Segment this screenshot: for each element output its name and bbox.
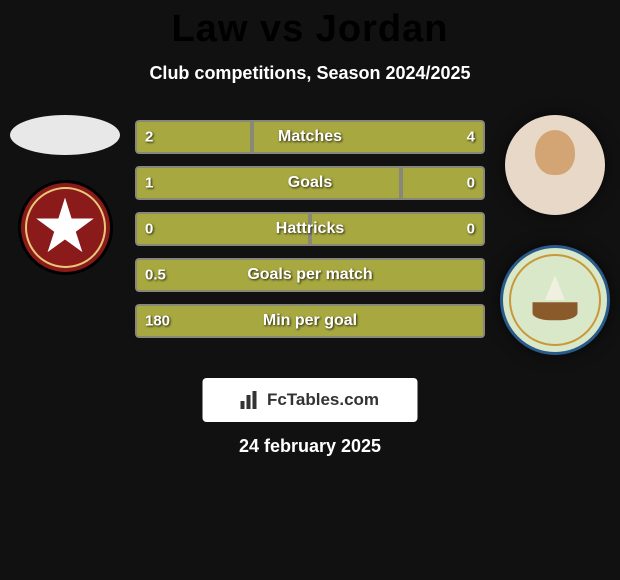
stat-label: Hattricks (276, 220, 344, 238)
player1-name: Law (171, 8, 248, 50)
stat-row: Goals per match 0.5 (135, 258, 485, 292)
stat-value-left: 0.5 (145, 267, 166, 284)
date-text: 24 february 2025 (239, 436, 381, 457)
stat-row: Matches 2 4 (135, 120, 485, 154)
stat-row: Hattricks 0 0 (135, 212, 485, 246)
stat-row: Goals 1 0 (135, 166, 485, 200)
subtitle: Club competitions, Season 2024/2025 (0, 63, 620, 84)
footer-brand-box: FcTables.com (203, 378, 418, 422)
stat-value-left: 180 (145, 313, 170, 330)
stat-value-left: 2 (145, 129, 153, 146)
player1-photo (10, 115, 120, 155)
stat-row: Min per goal 180 (135, 304, 485, 338)
stat-label: Matches (278, 128, 342, 146)
stat-label: Goals per match (247, 266, 372, 284)
stats-bars: Matches 2 4 Goals 1 0 Hattricks 0 0 Goals per mat… (135, 120, 485, 350)
player2-name: Jordan (316, 8, 449, 50)
stat-label: Min per goal (263, 312, 357, 330)
left-column (0, 115, 130, 275)
stat-label: Goals (288, 174, 332, 192)
comparison-title: Law vs Jordan (0, 0, 620, 51)
fctables-logo-icon (241, 391, 261, 409)
right-column (490, 115, 620, 355)
stat-value-right: 0 (467, 221, 475, 238)
stat-bar-left (135, 166, 401, 200)
stat-value-left: 0 (145, 221, 153, 238)
stat-value-right: 4 (467, 129, 475, 146)
vs-text: vs (260, 8, 304, 50)
footer-brand-text: FcTables.com (267, 390, 379, 410)
stat-value-right: 0 (467, 175, 475, 192)
player1-club-badge (18, 180, 113, 275)
stat-value-left: 1 (145, 175, 153, 192)
player2-photo (505, 115, 605, 215)
player2-club-badge (500, 245, 610, 355)
